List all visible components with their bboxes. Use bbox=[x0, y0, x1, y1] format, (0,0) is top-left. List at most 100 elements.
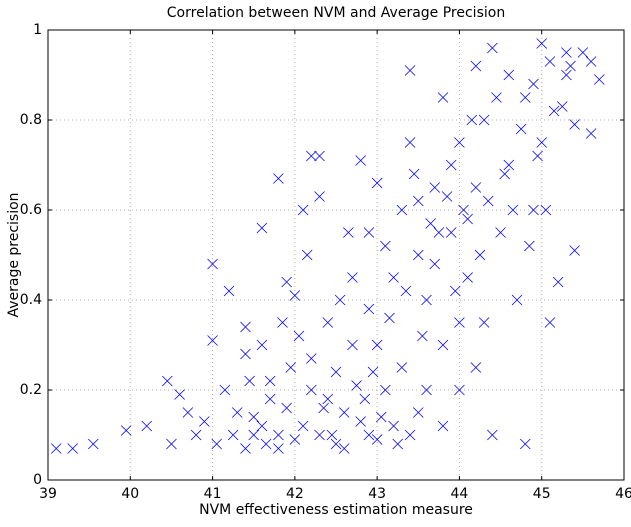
point bbox=[478, 114, 490, 126]
point bbox=[281, 402, 292, 414]
point bbox=[343, 227, 354, 238]
point bbox=[219, 384, 231, 396]
point bbox=[297, 204, 309, 216]
point bbox=[528, 204, 539, 216]
point bbox=[273, 443, 284, 454]
point bbox=[297, 420, 309, 432]
point bbox=[244, 375, 255, 387]
point bbox=[388, 272, 399, 283]
point bbox=[351, 380, 362, 391]
x-tick-label: 40 bbox=[121, 486, 139, 502]
point bbox=[585, 128, 597, 139]
point bbox=[371, 434, 383, 445]
point bbox=[199, 416, 210, 427]
y-tick-label: 0.8 bbox=[20, 112, 42, 128]
point bbox=[281, 276, 292, 288]
point bbox=[462, 272, 473, 283]
point bbox=[306, 353, 317, 364]
point bbox=[207, 335, 218, 346]
point bbox=[314, 191, 325, 202]
point bbox=[248, 429, 259, 441]
point bbox=[404, 137, 416, 148]
point bbox=[441, 191, 453, 202]
point bbox=[260, 438, 272, 450]
y-tick-label: 0.4 bbox=[20, 292, 42, 308]
point bbox=[413, 407, 424, 418]
point bbox=[392, 438, 403, 450]
point bbox=[400, 285, 412, 297]
point bbox=[363, 227, 375, 238]
point bbox=[256, 339, 268, 351]
point bbox=[404, 65, 416, 76]
point bbox=[433, 227, 445, 238]
point bbox=[458, 204, 469, 216]
point bbox=[347, 339, 358, 351]
point bbox=[511, 294, 523, 306]
point bbox=[491, 92, 502, 103]
x-tick-label: 41 bbox=[204, 486, 222, 502]
point bbox=[190, 429, 202, 441]
point bbox=[174, 389, 185, 400]
point bbox=[552, 276, 564, 288]
point bbox=[256, 420, 268, 432]
point bbox=[248, 411, 259, 423]
point bbox=[363, 429, 375, 441]
y-axis-label: Average precision bbox=[6, 192, 22, 317]
point bbox=[470, 182, 482, 193]
point bbox=[528, 78, 539, 90]
point bbox=[487, 429, 498, 441]
point bbox=[120, 425, 132, 436]
point bbox=[557, 101, 568, 112]
point bbox=[371, 339, 383, 351]
y-tick-label: 0.2 bbox=[20, 382, 42, 398]
point bbox=[450, 285, 461, 297]
point bbox=[355, 416, 366, 427]
point bbox=[363, 303, 375, 315]
point bbox=[413, 195, 424, 207]
point bbox=[67, 443, 78, 454]
x-tick-label: 39 bbox=[39, 486, 57, 502]
point bbox=[569, 245, 580, 256]
x-tick-label: 44 bbox=[451, 486, 469, 502]
point bbox=[396, 362, 408, 373]
point bbox=[507, 204, 519, 216]
point bbox=[594, 74, 605, 85]
point bbox=[425, 218, 436, 229]
point bbox=[437, 420, 449, 432]
point bbox=[544, 317, 556, 328]
point bbox=[532, 150, 543, 162]
point bbox=[474, 249, 486, 261]
point bbox=[421, 384, 432, 396]
point bbox=[454, 317, 465, 328]
point bbox=[301, 249, 313, 261]
point bbox=[50, 443, 62, 454]
point bbox=[240, 321, 251, 333]
point bbox=[380, 240, 391, 252]
point bbox=[162, 375, 173, 387]
point bbox=[273, 173, 284, 184]
point bbox=[495, 227, 506, 238]
point bbox=[417, 330, 428, 342]
point bbox=[421, 294, 432, 306]
point bbox=[445, 159, 457, 171]
point bbox=[273, 429, 284, 441]
point bbox=[306, 150, 317, 162]
point bbox=[227, 429, 239, 441]
point bbox=[240, 348, 251, 360]
point bbox=[544, 56, 556, 67]
point bbox=[515, 123, 527, 135]
point bbox=[470, 362, 482, 373]
x-tick-label: 45 bbox=[533, 486, 551, 502]
y-tick-label: 1 bbox=[33, 22, 42, 38]
point bbox=[536, 38, 547, 49]
chart-title: Correlation between NVM and Average Prec… bbox=[167, 5, 505, 21]
point bbox=[585, 56, 597, 67]
point bbox=[314, 429, 325, 441]
point bbox=[569, 119, 580, 130]
point bbox=[277, 317, 288, 328]
point bbox=[314, 150, 325, 162]
point bbox=[256, 222, 268, 234]
point bbox=[330, 366, 342, 378]
point bbox=[519, 92, 531, 103]
